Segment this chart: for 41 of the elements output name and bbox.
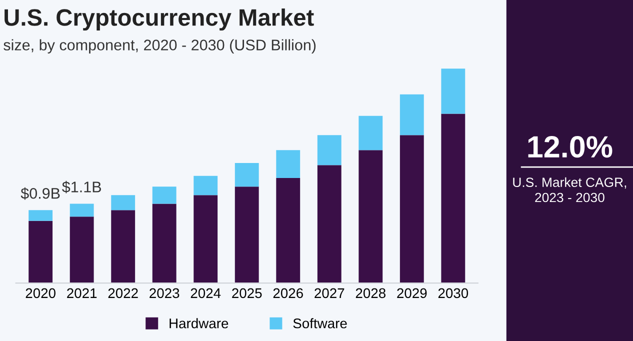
- chart-subtitle: size, by component, 2020 - 2030 (USD Billion): [4, 39, 316, 54]
- bar: [276, 150, 300, 178]
- bar: [234, 186, 259, 284]
- text: 12.0%: [528, 136, 612, 158]
- chart-title: U.S. Cryptocurrency Market: [4, 8, 314, 31]
- bar: [358, 150, 383, 284]
- x-tick-label: 2022: [108, 288, 138, 298]
- bar: [194, 176, 218, 196]
- x-tick-label: 2020: [26, 288, 56, 298]
- x-tick-label: 2028: [356, 288, 386, 298]
- legend-label: Software: [293, 318, 347, 328]
- x-tick-label: 2021: [67, 288, 97, 298]
- bar: [400, 94, 424, 136]
- x-tick-label: 2030: [438, 288, 468, 298]
- bar: [28, 220, 53, 284]
- bar: [70, 216, 94, 284]
- annotation: $1.1B: [62, 180, 101, 194]
- bar: [111, 210, 136, 284]
- bar: [234, 163, 259, 187]
- bar: [276, 178, 300, 284]
- x-tick-label: 2024: [190, 288, 221, 298]
- x-tick-label: 2027: [314, 288, 344, 298]
- x-tick-label: 2025: [232, 288, 262, 298]
- legend-label: Hardware: [170, 318, 228, 328]
- bar: [441, 68, 466, 114]
- bar: [400, 135, 424, 284]
- bar: [358, 116, 383, 150]
- bar: [441, 114, 466, 284]
- bar: [152, 204, 176, 284]
- bar: [111, 195, 136, 210]
- bar: [317, 165, 342, 284]
- bar: [194, 195, 218, 284]
- annotation: $0.9B: [20, 187, 60, 200]
- x-tick-label: 2023: [150, 288, 180, 298]
- x-tick-label: 2026: [273, 288, 303, 298]
- text: U.S. Market CAGR, 2023 - 2030: [513, 177, 626, 202]
- x-tick-label: 2029: [397, 288, 427, 298]
- bar: [28, 210, 53, 221]
- bar: [152, 186, 176, 204]
- bar: [70, 204, 94, 217]
- bar: [317, 135, 342, 166]
